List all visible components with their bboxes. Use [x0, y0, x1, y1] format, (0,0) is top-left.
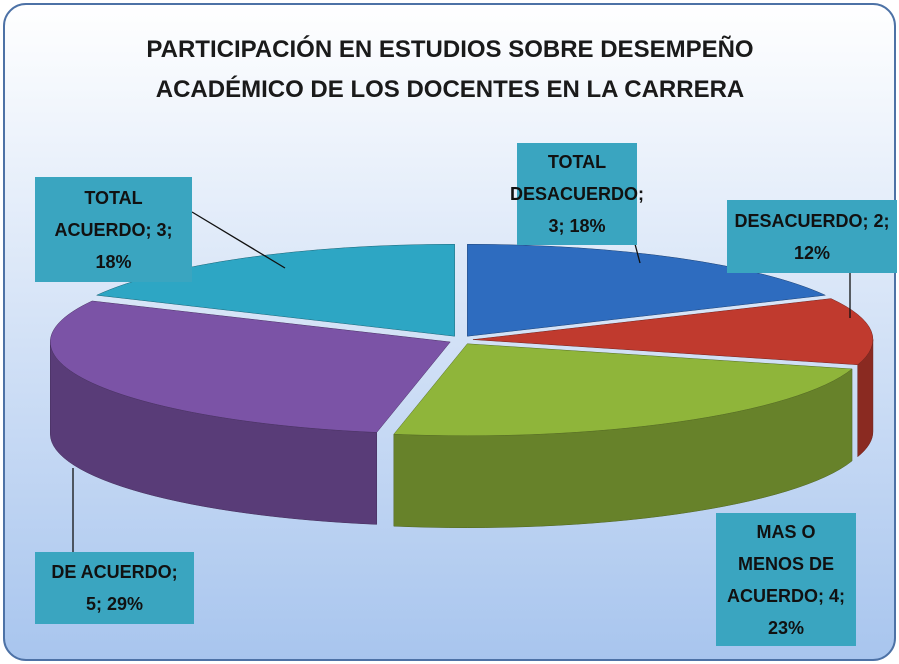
chart-title: PARTICIPACIÓN EN ESTUDIOS SOBRE DESEMPEÑ…	[146, 36, 754, 103]
value-label: 5; 29%	[85, 594, 144, 614]
value-label: 4; 23%	[767, 585, 846, 638]
category-label: TOTAL ACUERDO;	[54, 187, 152, 240]
category-label: MAS O MENOS DE ACUERDO;	[726, 521, 834, 606]
data-label-text: TOTAL DESACUERDO; 3; 18%	[510, 146, 644, 242]
data-label: DE ACUERDO; 5; 29%	[35, 552, 194, 624]
pie-slice	[472, 298, 874, 366]
data-label: DESACUERDO; 2; 12%	[727, 200, 897, 273]
value-label: 3; 18%	[95, 219, 173, 272]
leader-line	[634, 243, 641, 264]
data-label-text: TOTAL ACUERDO; 3; 18%	[41, 182, 186, 278]
category-label: DE ACUERDO;	[51, 562, 178, 582]
category-label: DESACUERDO;	[734, 210, 869, 231]
leader-line	[191, 211, 286, 269]
category-label: TOTAL DESACUERDO;	[510, 152, 645, 204]
data-label-text: DESACUERDO; 2; 12%	[733, 205, 891, 269]
value-label: 3; 18%	[548, 216, 606, 236]
data-label: MAS O MENOS DE ACUERDO; 4; 23%	[716, 513, 856, 646]
value-label: 2; 12%	[793, 210, 890, 263]
data-label: TOTAL DESACUERDO; 3; 18%	[510, 143, 644, 245]
data-label-text: MAS O MENOS DE ACUERDO; 4; 23%	[722, 516, 850, 644]
pie-slice	[95, 243, 455, 337]
data-label: TOTAL ACUERDO; 3; 18%	[35, 177, 192, 282]
pie-slice	[50, 300, 451, 433]
data-label-text: DE ACUERDO; 5; 29%	[41, 556, 188, 620]
pie-slice	[467, 243, 827, 337]
pie-slice	[393, 343, 853, 436]
